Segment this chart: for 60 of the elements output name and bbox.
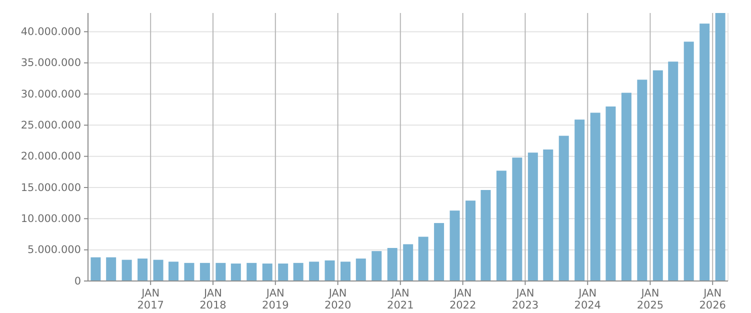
bar bbox=[168, 262, 178, 281]
bar bbox=[418, 236, 428, 281]
y-tick-label: 5.000.000 bbox=[28, 244, 81, 256]
bar bbox=[466, 200, 476, 281]
bar bbox=[434, 223, 444, 281]
y-tick-label: 15.000.000 bbox=[20, 182, 81, 194]
bar bbox=[715, 13, 726, 281]
bar bbox=[230, 264, 241, 281]
y-tick-label: 40.000.000 bbox=[20, 26, 81, 38]
bar bbox=[621, 92, 632, 281]
x-tick-label: JAN 2025 bbox=[636, 287, 664, 312]
bar bbox=[293, 262, 304, 281]
bar bbox=[200, 262, 210, 281]
bar bbox=[403, 244, 414, 281]
bar bbox=[528, 152, 538, 281]
bar bbox=[106, 257, 116, 281]
bar bbox=[450, 210, 460, 281]
bar bbox=[309, 262, 320, 281]
bar bbox=[558, 136, 569, 281]
y-tick-label: 20.000.000 bbox=[20, 150, 81, 163]
bar bbox=[122, 260, 132, 281]
bar bbox=[153, 260, 164, 281]
bar bbox=[262, 264, 272, 281]
y-tick-label: 0 bbox=[74, 275, 81, 288]
bar bbox=[574, 120, 585, 281]
bar bbox=[606, 106, 616, 281]
bar bbox=[543, 149, 554, 281]
x-tick-label: JAN 2024 bbox=[574, 287, 602, 312]
x-tick-label: JAN 2022 bbox=[449, 287, 476, 312]
bar bbox=[372, 251, 382, 281]
bar bbox=[184, 262, 194, 281]
bar bbox=[700, 24, 710, 281]
x-tick-label: JAN 2020 bbox=[324, 287, 352, 312]
y-tick-label: 30.000.000 bbox=[20, 88, 81, 100]
x-tick-label: JAN 2021 bbox=[387, 287, 414, 312]
bar bbox=[138, 258, 148, 281]
bar bbox=[387, 248, 398, 281]
bar bbox=[90, 257, 101, 281]
bar bbox=[496, 170, 506, 281]
bar bbox=[278, 264, 288, 281]
bar bbox=[216, 262, 226, 281]
y-tick-label: 35.000.000 bbox=[20, 57, 81, 70]
bar bbox=[246, 262, 257, 281]
bar bbox=[356, 258, 366, 281]
y-tick-label: 10.000.000 bbox=[20, 213, 81, 226]
bar bbox=[512, 158, 522, 281]
bar bbox=[652, 70, 663, 281]
x-tick-label: JAN 2018 bbox=[200, 287, 226, 312]
x-tick-label: JAN 2019 bbox=[262, 287, 289, 312]
x-tick-label: JAN 2026 bbox=[699, 287, 726, 312]
x-tick-label: JAN 2017 bbox=[137, 287, 164, 312]
bar bbox=[340, 262, 350, 281]
bar bbox=[590, 112, 600, 281]
bar bbox=[684, 42, 694, 281]
bar bbox=[637, 80, 648, 281]
bar bbox=[480, 190, 491, 281]
bar bbox=[668, 62, 678, 281]
bar bbox=[324, 260, 335, 281]
y-tick-label: 25.000.000 bbox=[20, 120, 81, 132]
x-tick-label: JAN 2023 bbox=[512, 287, 539, 312]
